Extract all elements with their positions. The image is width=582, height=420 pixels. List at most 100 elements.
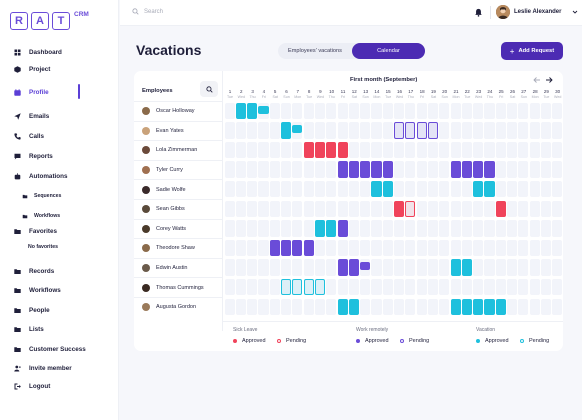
vacation-approved-block[interactable]	[484, 180, 495, 198]
employee-search-button[interactable]	[200, 81, 218, 97]
calendar-cell[interactable]	[269, 122, 280, 139]
calendar-cell[interactable]	[292, 259, 303, 276]
vacation-approved-block[interactable]	[281, 122, 292, 139]
calendar-cell[interactable]	[495, 278, 506, 296]
calendar-cell[interactable]	[394, 141, 405, 159]
calendar-cell[interactable]	[529, 239, 540, 257]
employee-row[interactable]: Corey Watts	[134, 218, 222, 239]
calendar-cell[interactable]	[518, 141, 529, 159]
vacation-pending-block[interactable]	[314, 278, 326, 296]
calendar-cell[interactable]	[529, 180, 540, 198]
vacation-pending-block[interactable]	[303, 278, 314, 296]
calendar-cell[interactable]	[405, 278, 416, 296]
calendar-cell[interactable]	[235, 161, 246, 178]
calendar-cell[interactable]	[371, 141, 382, 159]
calendar-cell[interactable]	[507, 220, 518, 237]
user-avatar[interactable]	[496, 5, 510, 19]
calendar-cell[interactable]	[371, 220, 382, 237]
calendar-cell[interactable]	[461, 278, 472, 296]
calendar-cell[interactable]	[461, 220, 472, 237]
calendar-cell[interactable]	[439, 298, 450, 315]
calendar-cell[interactable]	[518, 298, 529, 315]
calendar-cell[interactable]	[540, 259, 552, 276]
tab-calendar[interactable]: Calendar	[352, 43, 425, 59]
calendar-cell[interactable]	[281, 298, 292, 315]
calendar-cell[interactable]	[394, 259, 405, 276]
remote-approved-block[interactable]	[281, 239, 292, 257]
calendar-cell[interactable]	[247, 298, 258, 315]
calendar-cell[interactable]	[427, 239, 439, 257]
calendar-cell[interactable]	[473, 259, 484, 276]
calendar-cell[interactable]	[269, 200, 280, 217]
calendar-cell[interactable]	[258, 239, 269, 257]
vacation-pending-block[interactable]	[292, 278, 303, 296]
calendar-cell[interactable]	[247, 239, 258, 257]
calendar-cell[interactable]	[269, 298, 280, 315]
calendar-cell[interactable]	[247, 122, 258, 139]
calendar-cell[interactable]	[326, 239, 337, 257]
remote-approved-block[interactable]	[371, 161, 382, 178]
calendar-cell[interactable]	[292, 220, 303, 237]
calendar-cell[interactable]	[224, 102, 235, 119]
chevron-down-icon[interactable]	[572, 9, 578, 15]
calendar-cell[interactable]	[348, 102, 359, 119]
calendar-cell[interactable]	[552, 220, 563, 237]
calendar-cell[interactable]	[416, 220, 427, 237]
calendar-cell[interactable]	[269, 278, 280, 296]
calendar-cell[interactable]	[473, 239, 484, 257]
calendar-cell[interactable]	[247, 220, 258, 237]
search-input[interactable]: Search	[144, 8, 164, 15]
calendar-cell[interactable]	[439, 141, 450, 159]
calendar-cell[interactable]	[552, 298, 563, 315]
calendar-cell[interactable]	[281, 180, 292, 198]
calendar-cell[interactable]	[394, 180, 405, 198]
calendar-cell[interactable]	[427, 102, 439, 119]
calendar-cell[interactable]	[326, 180, 337, 198]
calendar-cell[interactable]	[507, 180, 518, 198]
calendar-cell[interactable]	[303, 298, 314, 315]
calendar-cell[interactable]	[235, 122, 246, 139]
remote-approved-block[interactable]	[360, 161, 371, 178]
calendar-cell[interactable]	[427, 180, 439, 198]
remote-approved-block[interactable]	[337, 220, 348, 237]
calendar-cell[interactable]	[507, 239, 518, 257]
calendar-cell[interactable]	[495, 259, 506, 276]
remote-approved-block[interactable]	[292, 239, 303, 257]
calendar-cell[interactable]	[326, 259, 337, 276]
calendar-cell[interactable]	[552, 278, 563, 296]
calendar-cell[interactable]	[224, 122, 235, 139]
calendar-cell[interactable]	[473, 102, 484, 119]
remote-approved-block[interactable]	[484, 161, 495, 178]
calendar-cell[interactable]	[450, 239, 461, 257]
calendar-cell[interactable]	[281, 141, 292, 159]
calendar-cell[interactable]	[507, 278, 518, 296]
calendar-cell[interactable]	[360, 220, 371, 237]
calendar-cell[interactable]	[540, 298, 552, 315]
calendar-cell[interactable]	[540, 141, 552, 159]
tab-employees-vacations[interactable]: Employees' vacations	[288, 48, 342, 54]
calendar-cell[interactable]	[360, 141, 371, 159]
sidebar-subitem-workflows[interactable]: Workflows	[22, 213, 60, 219]
employee-row[interactable]: Theodore Shaw	[134, 238, 222, 258]
vacation-approved-block[interactable]	[235, 102, 246, 119]
employee-row[interactable]: Evan Yates	[134, 120, 222, 141]
calendar-cell[interactable]	[224, 278, 235, 296]
calendar-cell[interactable]	[303, 161, 314, 178]
calendar-cell[interactable]	[382, 122, 393, 139]
calendar-cell[interactable]	[394, 161, 405, 178]
calendar-cell[interactable]	[382, 298, 393, 315]
calendar-cell[interactable]	[269, 161, 280, 178]
calendar-cell[interactable]	[484, 102, 495, 119]
calendar-cell[interactable]	[507, 259, 518, 276]
calendar-cell[interactable]	[427, 298, 439, 315]
calendar-cell[interactable]	[235, 298, 246, 315]
sidebar-item-emails[interactable]: Emails	[14, 110, 114, 122]
vacation-approved-block[interactable]	[382, 180, 393, 198]
calendar-cell[interactable]	[529, 200, 540, 217]
calendar-cell[interactable]	[360, 200, 371, 217]
calendar-cell[interactable]	[518, 239, 529, 257]
calendar-cell[interactable]	[360, 180, 371, 198]
calendar-cell[interactable]	[540, 102, 552, 119]
calendar-cell[interactable]	[382, 102, 393, 119]
calendar-cell[interactable]	[529, 122, 540, 139]
